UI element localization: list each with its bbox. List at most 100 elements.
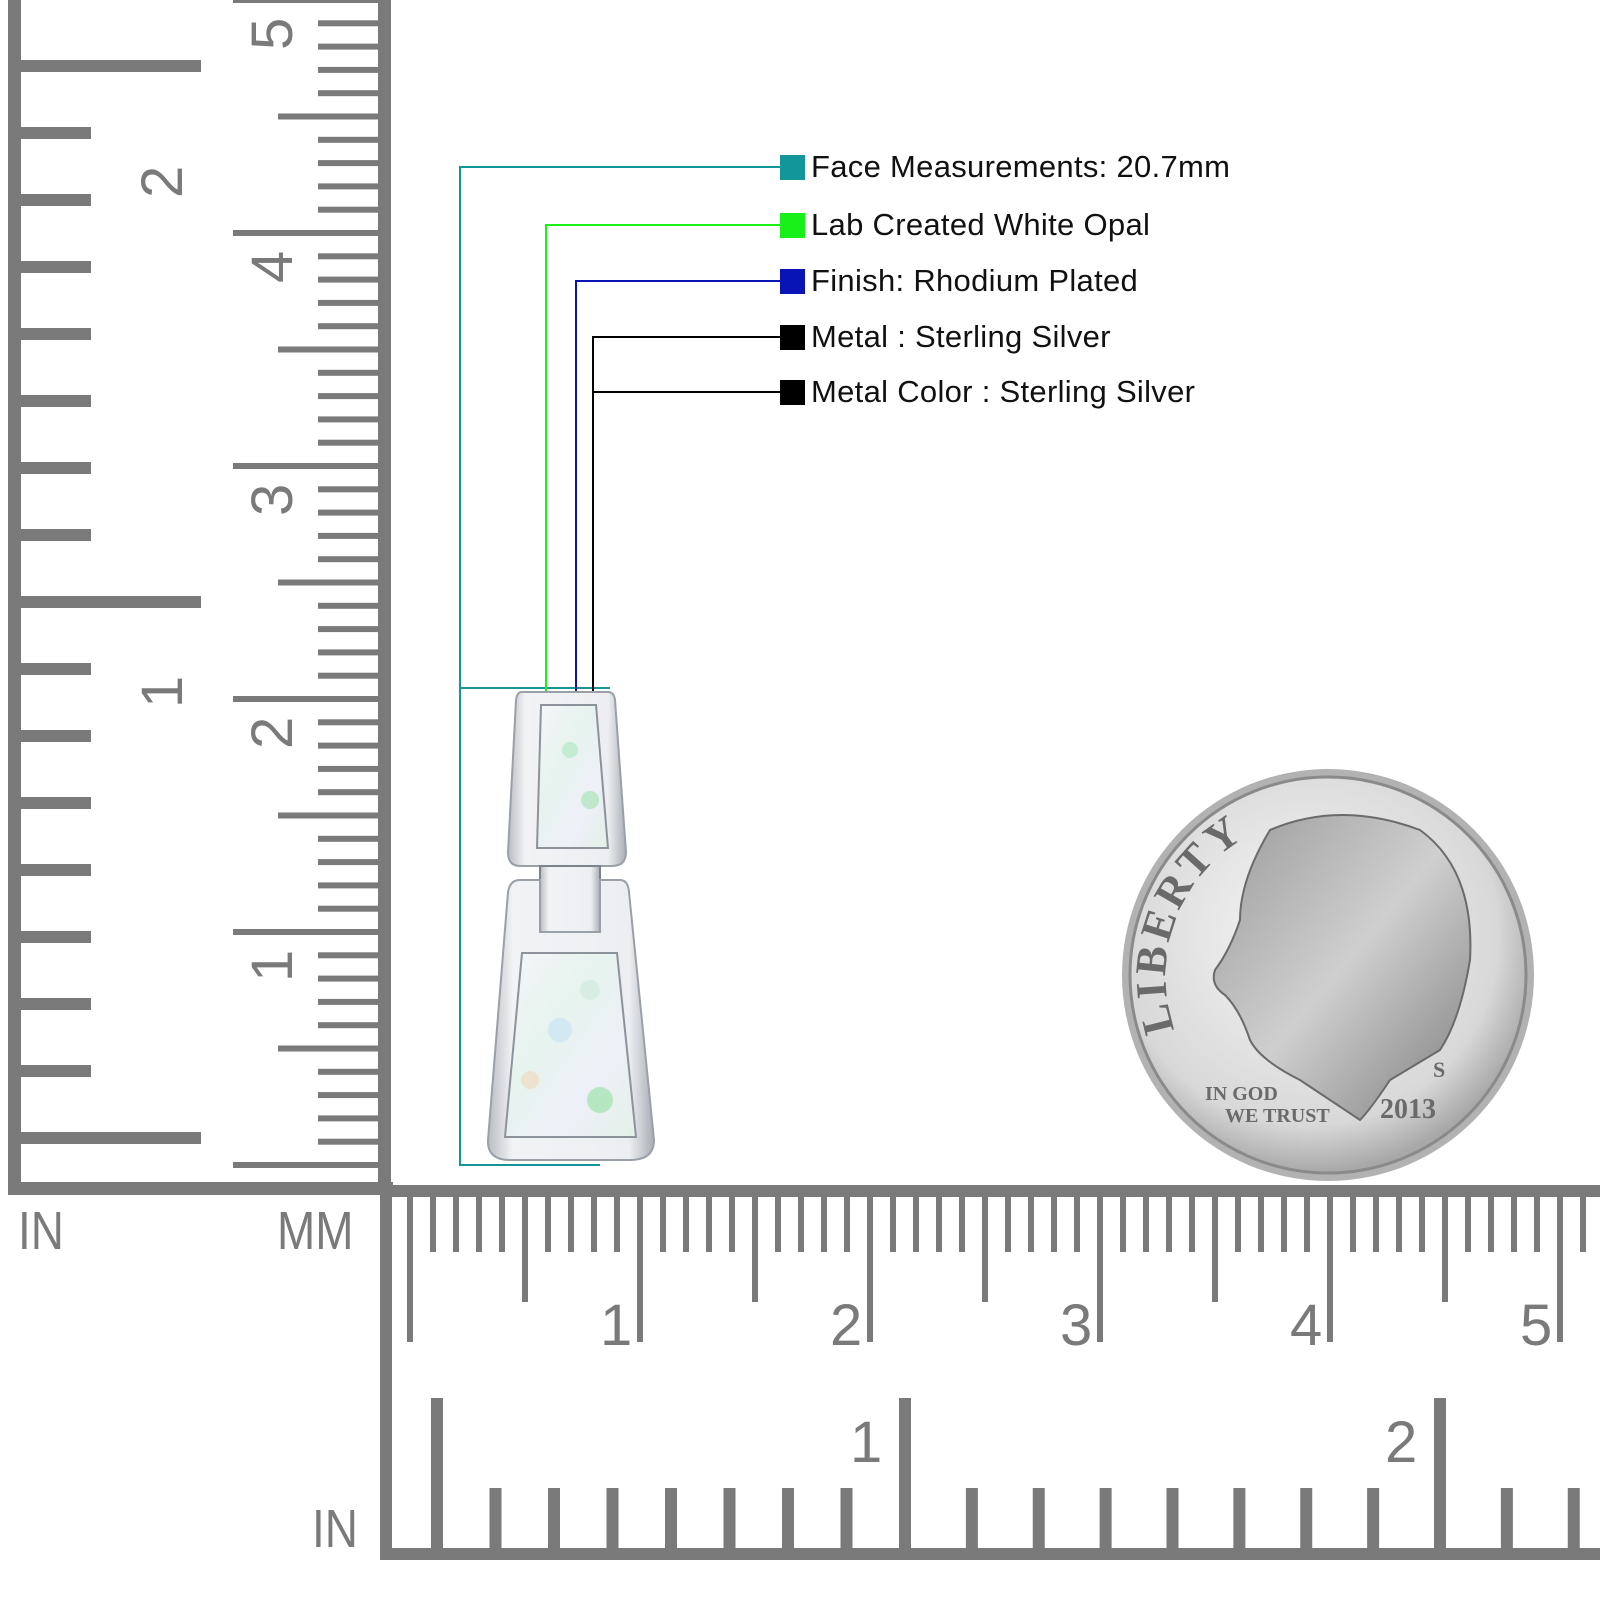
mm-tick <box>430 1197 436 1252</box>
mm-tick <box>318 742 378 749</box>
legend-label: Metal : Sterling Silver <box>811 319 1111 354</box>
mm-tick <box>318 183 378 190</box>
left-ruler-mm-label: MM <box>277 1201 354 1261</box>
mm-tick <box>278 579 378 586</box>
pendant <box>486 691 656 1161</box>
mm-tick <box>1097 1197 1103 1342</box>
mm-tick <box>1258 1197 1264 1252</box>
inch-tick <box>21 1132 201 1144</box>
mm-tick <box>318 882 378 889</box>
mm-tick <box>318 276 378 283</box>
inch-tick <box>21 797 91 809</box>
mm-tick <box>318 975 378 982</box>
inch-tick <box>21 529 91 541</box>
mm-tick <box>1212 1197 1218 1302</box>
mm-tick <box>233 0 378 3</box>
mm-number: 5 <box>1520 1293 1552 1358</box>
inch-tick <box>21 596 201 608</box>
inch-tick <box>1032 1488 1045 1548</box>
mm-tick <box>821 1197 827 1252</box>
mm-tick <box>278 346 378 353</box>
mm-tick <box>706 1197 712 1252</box>
coin-motto-2: WE TRUST <box>1225 1105 1330 1127</box>
mm-tick <box>1580 1197 1586 1252</box>
coin-motto-1: IN GOD <box>1205 1083 1278 1105</box>
mm-tick <box>318 859 378 866</box>
mm-tick <box>318 649 378 656</box>
left-ruler-frame <box>8 1182 393 1195</box>
mm-tick <box>522 1197 528 1302</box>
mm-tick <box>545 1197 551 1252</box>
left-ruler-frame <box>378 0 391 1195</box>
inch-tick <box>489 1488 502 1548</box>
mm-tick <box>318 160 378 167</box>
legend-metal-color: Metal Color : Sterling Silver <box>780 374 1195 409</box>
bottom-ruler-in-label: IN <box>312 1499 358 1559</box>
inch-tick <box>965 1488 978 1548</box>
mm-tick <box>318 672 378 679</box>
mm-tick <box>318 393 378 400</box>
inch-tick <box>899 1398 911 1548</box>
mm-tick <box>318 1138 378 1145</box>
inch-tick <box>21 998 91 1010</box>
mm-tick <box>233 463 378 469</box>
mm-tick <box>913 1197 919 1252</box>
inch-tick <box>21 462 91 474</box>
mm-tick <box>318 1115 378 1122</box>
inch-tick <box>431 1398 443 1548</box>
mm-tick <box>1143 1197 1149 1252</box>
mm-tick <box>318 369 378 376</box>
mm-tick <box>318 1092 378 1099</box>
coin-year: 2013 <box>1380 1094 1436 1125</box>
bottom-ruler-frame <box>380 1185 392 1560</box>
mm-tick <box>1557 1197 1563 1342</box>
mm-tick <box>1189 1197 1195 1252</box>
teal-swatch <box>780 154 805 180</box>
inch-tick <box>1434 1398 1446 1548</box>
inch-tick <box>21 730 91 742</box>
inch-tick <box>782 1488 794 1548</box>
green-swatch <box>780 212 805 238</box>
mm-tick <box>278 812 378 819</box>
mm-tick <box>637 1197 643 1342</box>
mm-tick <box>233 696 378 702</box>
opal-top <box>535 704 610 849</box>
legend-label: Face Measurements: 20.7mm <box>811 149 1231 184</box>
opal-bottom <box>503 952 638 1138</box>
inch-tick <box>21 261 91 273</box>
mm-tick <box>982 1197 988 1302</box>
mm-tick <box>318 905 378 912</box>
inch-tick <box>21 60 201 72</box>
mm-tick <box>318 439 378 446</box>
inch-tick <box>21 864 91 876</box>
mm-tick <box>318 835 378 842</box>
mm-tick <box>775 1197 781 1252</box>
mm-tick <box>318 765 378 772</box>
callout-face-line <box>459 166 780 1166</box>
mm-number: 3 <box>1060 1293 1092 1358</box>
inch-tick <box>21 663 91 675</box>
mm-tick <box>1166 1197 1172 1252</box>
mm-tick <box>233 929 378 935</box>
mm-tick <box>318 253 378 260</box>
mm-tick <box>318 952 378 959</box>
mm-tick <box>1511 1197 1517 1252</box>
inch-tick <box>21 328 91 340</box>
inch-tick <box>1367 1488 1380 1548</box>
mm-tick <box>1120 1197 1126 1252</box>
inch-tick <box>548 1488 560 1548</box>
mm-tick <box>318 416 378 423</box>
mm-tick <box>318 602 378 609</box>
inch-tick <box>606 1488 619 1548</box>
inch-tick <box>1300 1488 1313 1548</box>
mm-tick <box>1465 1197 1471 1252</box>
inch-tick <box>21 1065 91 1077</box>
bottom-ruler-frame <box>380 1548 1600 1560</box>
mm-number: 2 <box>830 1293 862 1358</box>
mm-tick <box>318 323 378 330</box>
mm-tick <box>318 90 378 97</box>
inch-tick <box>723 1488 736 1548</box>
mm-tick <box>318 789 378 796</box>
mm-tick <box>318 206 378 213</box>
inch-number: 1 <box>850 1410 882 1475</box>
